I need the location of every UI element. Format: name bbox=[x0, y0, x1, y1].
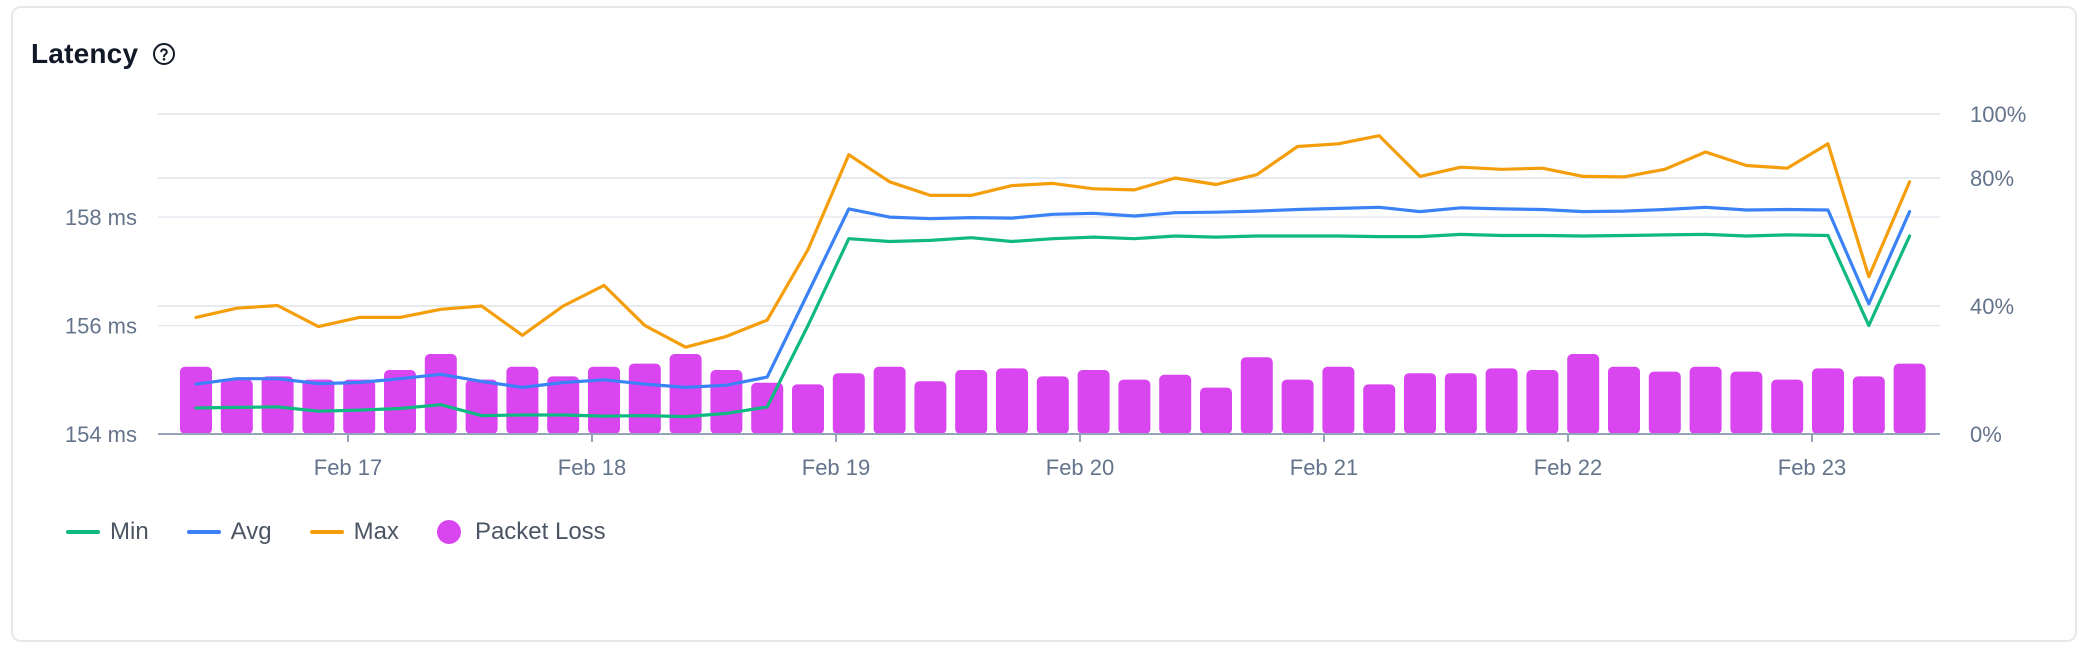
packet-loss-bar bbox=[1893, 363, 1926, 434]
series-line-avg bbox=[194, 205, 1912, 389]
legend-label-packet-loss: Packet Loss bbox=[474, 518, 606, 545]
legend-item-avg[interactable]: Avg bbox=[186, 518, 272, 546]
packet-loss-bar bbox=[588, 366, 620, 434]
y-right-tick-label: 0% bbox=[1970, 422, 2002, 447]
packet-loss-bar bbox=[792, 384, 824, 434]
packet-loss-bar bbox=[1444, 373, 1477, 434]
packet-loss-bar bbox=[914, 381, 947, 434]
axes: 0% 40% 80% 100% 154 ms 156 ms 158 ms Feb 17 Feb … bbox=[65, 102, 2026, 480]
legend-swatch-packet-loss bbox=[436, 520, 461, 544]
packet-loss-bar bbox=[547, 376, 580, 434]
packet-loss-bar bbox=[465, 379, 498, 434]
x-tick-label: Feb 19 bbox=[802, 455, 871, 480]
y-left-tick-label: 158 ms bbox=[65, 205, 137, 230]
legend-item-packet-loss[interactable]: Packet Loss bbox=[436, 518, 606, 546]
legend-label-avg: Avg bbox=[230, 518, 272, 545]
chart-legend: Min Avg Max Packet Loss bbox=[66, 518, 644, 546]
card-title: Latency bbox=[31, 38, 139, 69]
y-left-tick-label: 154 ms bbox=[65, 422, 137, 447]
packet-loss-bar bbox=[955, 370, 988, 434]
packet-loss-bar bbox=[384, 370, 416, 434]
packet-loss-bar bbox=[424, 354, 457, 434]
packet-loss-bar bbox=[1771, 379, 1804, 434]
legend-label-min: Min bbox=[110, 518, 149, 545]
packet-loss-bar bbox=[1526, 370, 1559, 434]
packet-loss-bar bbox=[1281, 379, 1314, 434]
packet-loss-bar bbox=[873, 366, 906, 434]
packet-loss-bar bbox=[1404, 373, 1436, 434]
packet-loss-bar bbox=[1852, 376, 1885, 434]
x-tick-label: Feb 21 bbox=[1290, 455, 1359, 480]
packet-loss-bar bbox=[1812, 368, 1844, 434]
packet-loss-bar bbox=[832, 373, 865, 434]
packet-loss-bar bbox=[628, 363, 661, 434]
packet-loss-bar bbox=[1077, 370, 1110, 434]
packet-loss-bar bbox=[1363, 384, 1396, 434]
packet-loss-bar bbox=[710, 370, 743, 434]
packet-loss-bar bbox=[1159, 374, 1192, 434]
y-left-tick-label: 156 ms bbox=[65, 314, 137, 339]
packet-loss-bar bbox=[1200, 387, 1232, 434]
x-tick-label: Feb 22 bbox=[1534, 455, 1603, 480]
packet-loss-bar bbox=[180, 366, 212, 434]
series-line-max bbox=[194, 134, 1912, 349]
y-right-tick-label: 100% bbox=[1970, 102, 2026, 127]
packet-loss-bars bbox=[180, 354, 1926, 434]
y-right-tick-label: 40% bbox=[1970, 294, 2014, 319]
packet-loss-bar bbox=[1648, 371, 1681, 434]
packet-loss-bar bbox=[1322, 366, 1355, 434]
question-circle-icon[interactable] bbox=[152, 42, 176, 66]
x-tick-label: Feb 17 bbox=[314, 455, 383, 480]
packet-loss-bar bbox=[1036, 376, 1069, 434]
latency-lines bbox=[194, 134, 1912, 419]
packet-loss-bar bbox=[1240, 357, 1273, 434]
packet-loss-bar bbox=[1485, 368, 1518, 434]
packet-loss-bar bbox=[996, 368, 1028, 434]
packet-loss-bar bbox=[1118, 379, 1151, 434]
packet-loss-bar bbox=[1567, 354, 1600, 434]
legend-swatch-max bbox=[309, 530, 344, 534]
series-line-min bbox=[194, 232, 1912, 419]
packet-loss-bar bbox=[1689, 366, 1722, 434]
y-right-tick-label: 80% bbox=[1970, 166, 2014, 191]
latency-card bbox=[11, 6, 2077, 642]
legend-item-max[interactable]: Max bbox=[309, 518, 399, 546]
x-tick-label: Feb 23 bbox=[1778, 455, 1847, 480]
legend-swatch-avg bbox=[186, 530, 221, 534]
legend-item-min[interactable]: Min bbox=[66, 518, 149, 546]
legend-label-max: Max bbox=[353, 518, 399, 545]
x-tick-label: Feb 18 bbox=[558, 455, 627, 480]
packet-loss-bar bbox=[669, 354, 702, 434]
packet-loss-bar bbox=[506, 366, 539, 434]
legend-swatch-min bbox=[66, 530, 100, 534]
packet-loss-bar bbox=[1730, 371, 1763, 434]
packet-loss-bar bbox=[261, 376, 294, 434]
card-header: Latency bbox=[31, 38, 176, 70]
packet-loss-bar bbox=[343, 379, 376, 434]
packet-loss-bar bbox=[302, 379, 335, 434]
x-tick-label: Feb 20 bbox=[1046, 455, 1115, 480]
packet-loss-bar bbox=[1608, 366, 1640, 434]
